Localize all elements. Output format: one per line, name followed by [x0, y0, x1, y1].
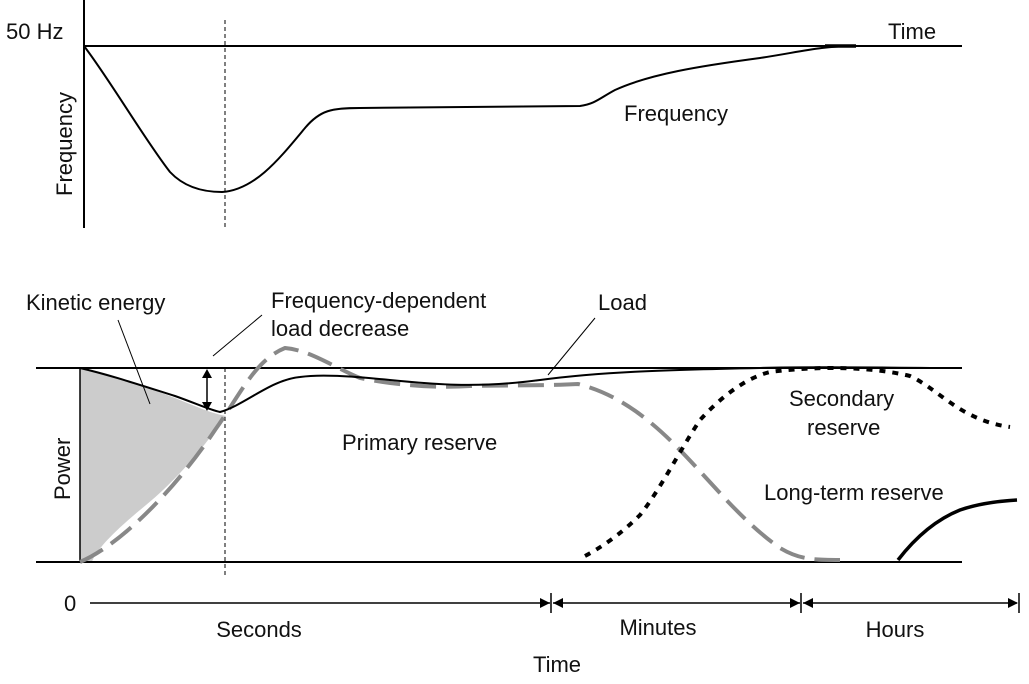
power-panel: Power Kinetic energy Frequency-dependent…: [26, 288, 1018, 575]
secondary-reserve-label-line2: reserve: [807, 415, 880, 440]
primary-reserve-curve: [79, 345, 841, 564]
minutes-end-arrow-icon: [790, 598, 800, 608]
freq-dependent-leader: [212, 314, 263, 357]
nominal-frequency-label: 50 Hz: [6, 19, 63, 44]
hours-label: Hours: [866, 617, 925, 642]
frequency-curve-label: Frequency: [624, 101, 728, 126]
hours-start-arrow-icon: [803, 598, 813, 608]
secondary-reserve-curve: [584, 366, 1011, 558]
power-axis-label: Power: [50, 438, 75, 500]
secondary-reserve-label-line1: Secondary: [789, 386, 894, 411]
long-term-reserve-curve: [896, 498, 1018, 562]
load-decrease-arrow-up-icon: [202, 369, 212, 378]
load-curve: [79, 366, 963, 414]
kinetic-energy-area: [80, 368, 226, 562]
frequency-panel: 50 Hz Time Frequency Frequency: [6, 0, 962, 230]
load-leader: [547, 317, 596, 376]
time-axis-title: Time: [533, 652, 581, 677]
hours-end-arrow-icon: [1008, 598, 1018, 608]
freq-dependent-label-line1: Frequency-dependent: [271, 288, 486, 313]
time-scale-axis: 0 Seconds Minutes Hours Time: [64, 591, 1020, 677]
frequency-axis-label: Frequency: [52, 92, 77, 196]
long-term-reserve-label: Long-term reserve: [764, 480, 944, 505]
load-decrease-arrow-down-icon: [202, 402, 212, 411]
time-origin-label: 0: [64, 591, 76, 616]
seconds-end-arrow-icon: [540, 598, 550, 608]
freq-dependent-label-line2: load decrease: [271, 316, 409, 341]
frequency-curve: [83, 45, 856, 194]
seconds-label: Seconds: [216, 617, 302, 642]
kinetic-energy-leader: [117, 319, 151, 405]
kinetic-energy-label: Kinetic energy: [26, 290, 165, 315]
top-time-label: Time: [888, 19, 936, 44]
load-label: Load: [598, 290, 647, 315]
minutes-label: Minutes: [619, 615, 696, 640]
primary-reserve-label: Primary reserve: [342, 430, 497, 455]
minutes-start-arrow-icon: [553, 598, 563, 608]
